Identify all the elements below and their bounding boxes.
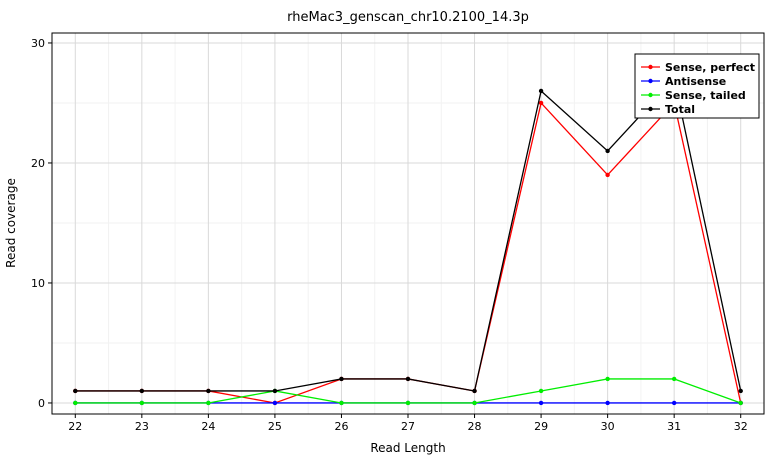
x-tick-label: 24: [201, 420, 215, 433]
data-point-total: [605, 148, 610, 154]
legend-key-point-sense-perfect: [648, 64, 653, 70]
data-point-sense-tailed: [472, 400, 477, 406]
x-tick-label: 29: [534, 420, 548, 433]
data-point-total: [206, 388, 211, 394]
legend-key-point-antisense: [648, 78, 653, 84]
x-tick-label: 28: [468, 420, 482, 433]
data-point-antisense: [605, 400, 610, 406]
data-point-total: [405, 376, 411, 382]
data-point-sense-perfect: [538, 100, 544, 106]
legend-label-antisense: Antisense: [665, 75, 726, 88]
data-point-total: [538, 88, 544, 94]
x-tick-label: 25: [268, 420, 282, 433]
data-point-total: [339, 376, 344, 382]
legend-label-sense-tailed: Sense, tailed: [665, 89, 746, 102]
data-point-sense-tailed: [605, 376, 610, 382]
chart-title: rheMac3_genscan_chr10.2100_14.3p: [287, 10, 529, 25]
legend-key-point-total: [648, 106, 653, 112]
legend-key-point-sense-tailed: [648, 92, 653, 98]
data-point-antisense: [272, 400, 278, 406]
y-tick-label: 10: [31, 277, 45, 290]
x-tick-label: 32: [734, 420, 748, 433]
legend-box: [634, 53, 760, 119]
data-point-total: [272, 388, 278, 394]
data-point-sense-tailed: [671, 376, 677, 382]
data-point-total: [139, 388, 145, 394]
x-tick-label: 30: [601, 420, 615, 433]
y-axis-label: Read coverage: [4, 178, 18, 268]
data-point-sense-tailed: [405, 400, 411, 406]
data-point-total: [73, 388, 78, 394]
series-layer: [73, 76, 743, 406]
y-tick-label: 0: [38, 397, 45, 410]
data-point-sense-tailed: [738, 400, 743, 406]
x-tick-label: 31: [667, 420, 681, 433]
data-point-total: [472, 388, 477, 394]
x-axis-label: Read Length: [370, 441, 445, 455]
data-point-sense-tailed: [73, 400, 78, 406]
data-point-sense-tailed: [206, 400, 211, 406]
legend-label-total: Total: [665, 103, 695, 116]
data-point-sense-tailed: [339, 400, 344, 406]
x-tick-label: 23: [135, 420, 149, 433]
x-tick-label: 26: [334, 420, 348, 433]
data-point-total: [738, 388, 743, 394]
y-tick-label: 20: [31, 157, 45, 170]
data-point-antisense: [671, 400, 677, 406]
x-tick-label: 27: [401, 420, 415, 433]
axis-layer: 22 23 24 25 26 27 28 29 30 31 32 0 10 20 30: [31, 32, 765, 433]
data-point-sense-tailed: [139, 400, 145, 406]
data-point-sense-tailed: [538, 388, 544, 394]
data-point-sense-perfect: [605, 172, 610, 178]
legend-label-sense-perfect: Sense, perfect: [665, 61, 755, 74]
y-tick-label: 30: [31, 37, 45, 50]
data-point-antisense: [538, 400, 544, 406]
x-tick-label: 22: [68, 420, 82, 433]
